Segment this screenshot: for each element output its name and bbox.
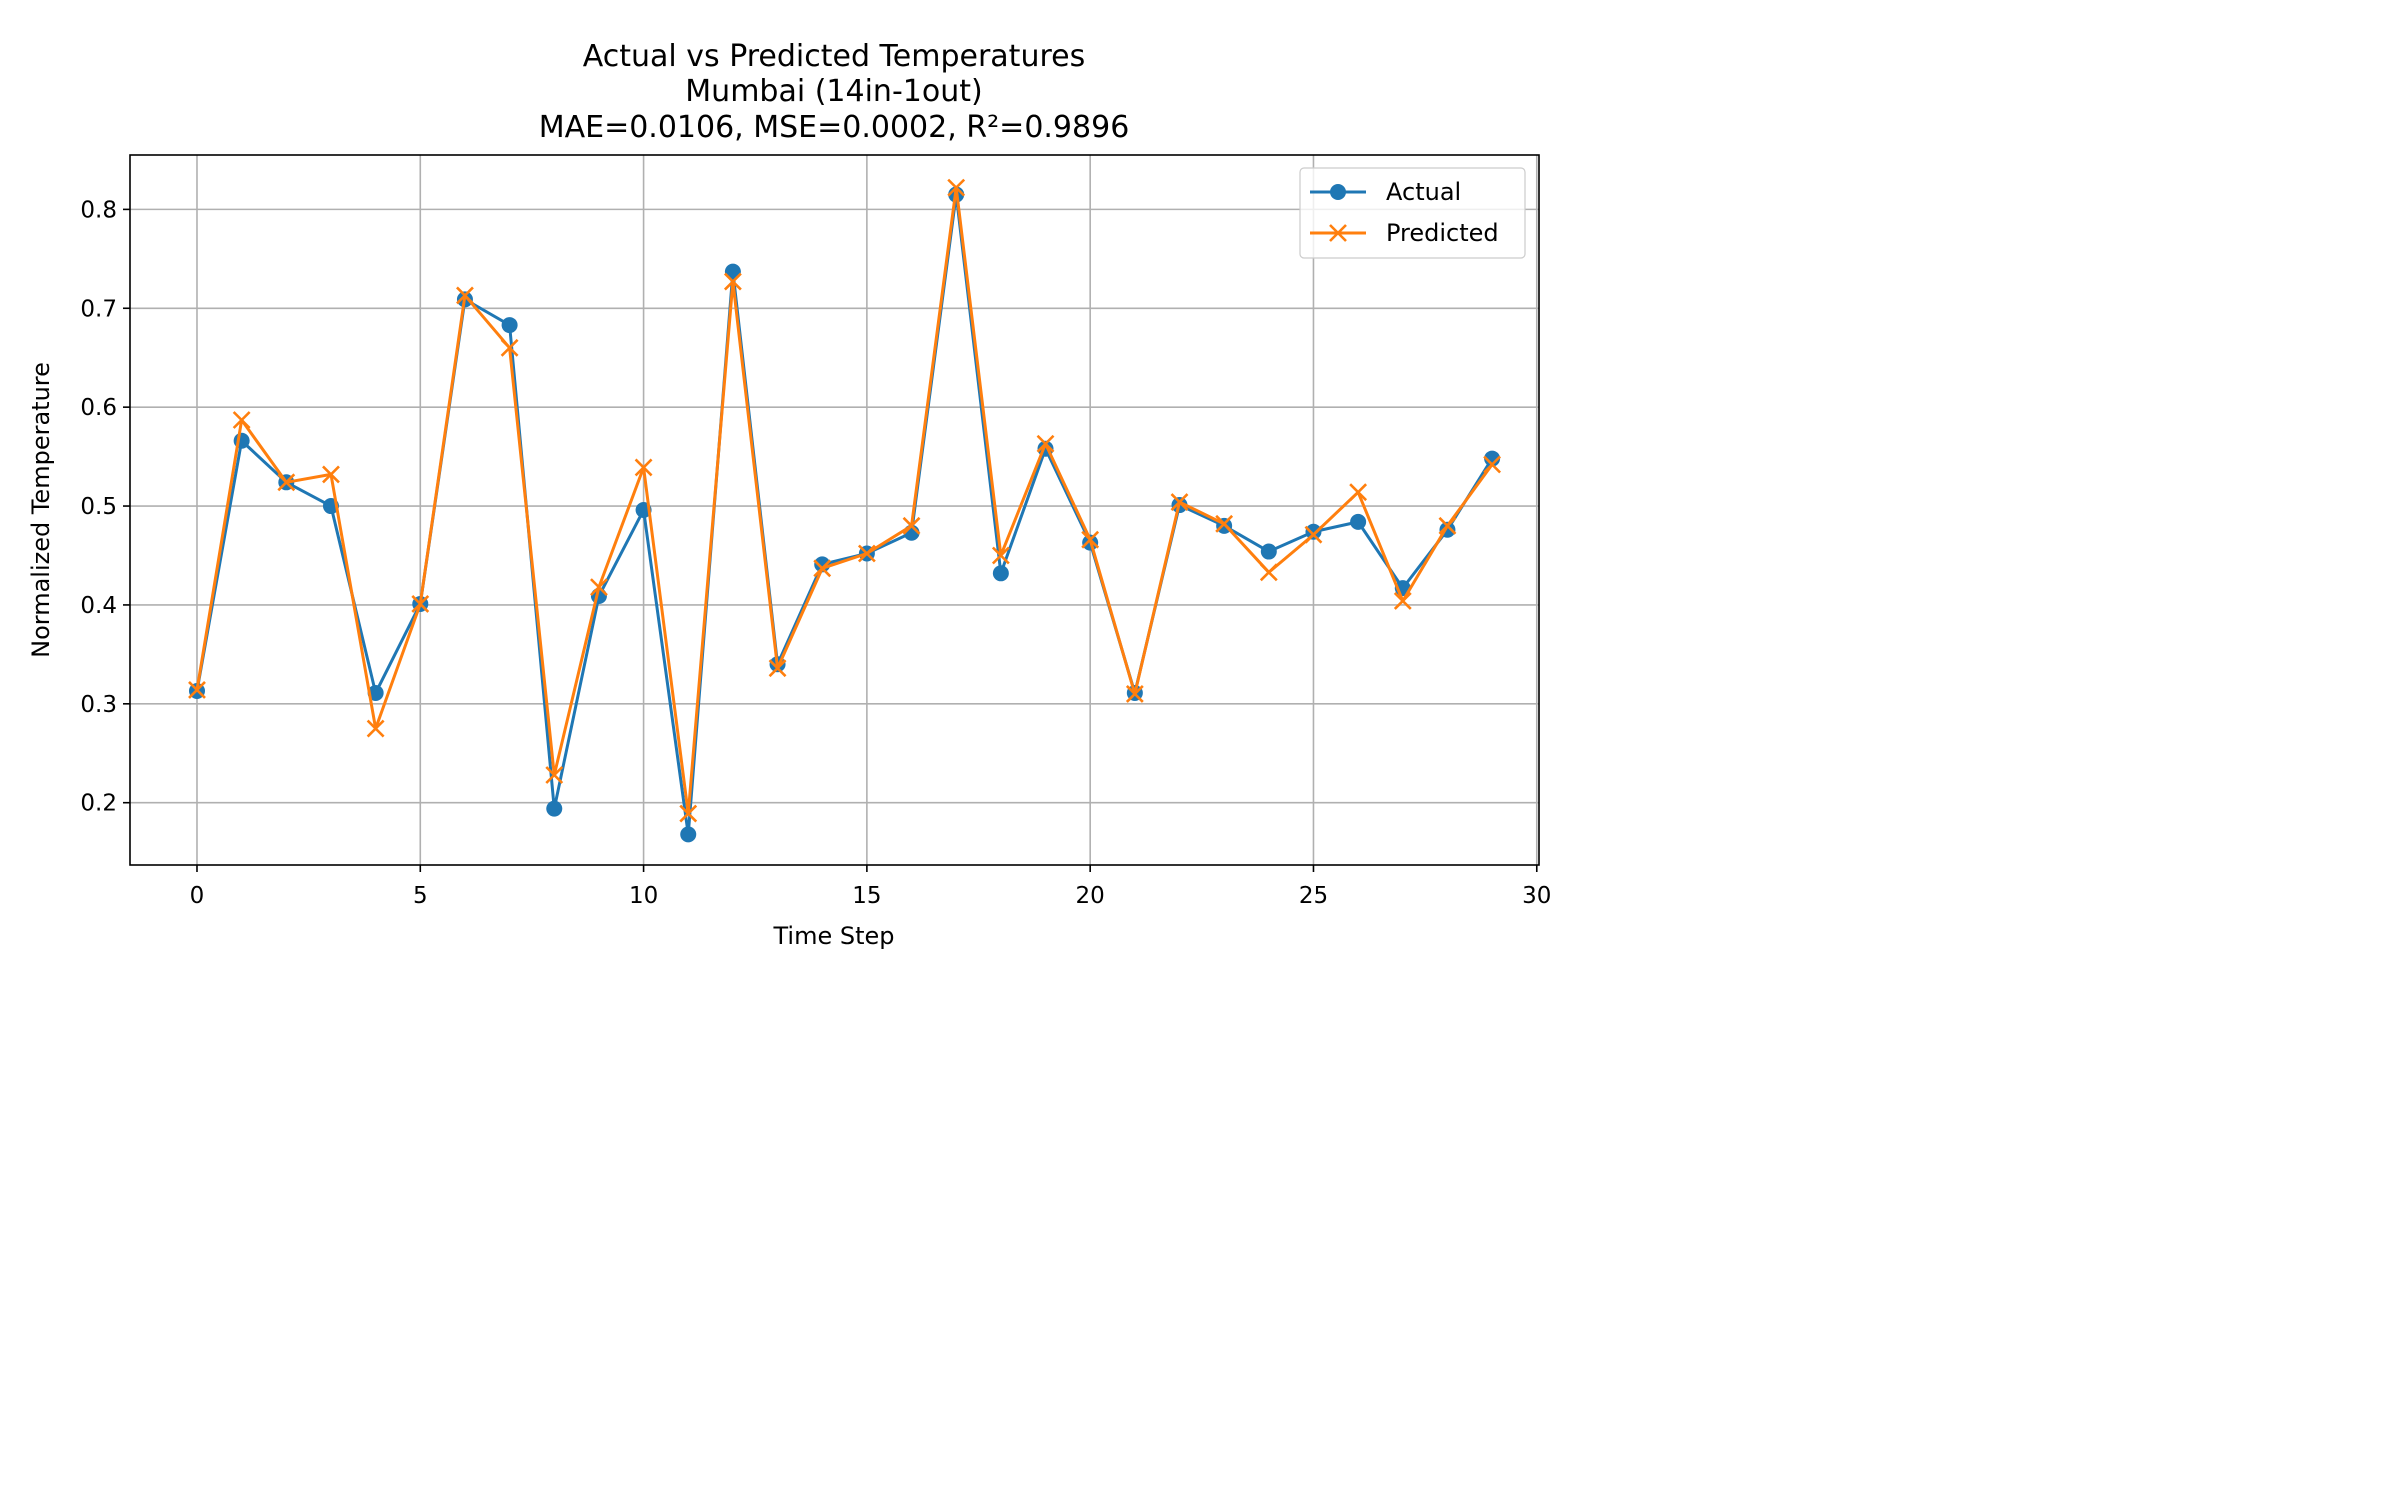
x-tick-label: 15 (852, 883, 881, 909)
x-tick-label: 5 (413, 883, 428, 909)
data-series (188, 178, 1502, 843)
predicted-point (1036, 434, 1055, 453)
predicted-point (1170, 493, 1189, 512)
legend-actual-label: Actual (1386, 178, 1461, 206)
chart-figure: 0 5 10 15 20 25 30 0.2 0.3 0.4 0.5 0.6 0.7 0.8 Actual… (0, 0, 1564, 978)
actual-series-line (195, 193, 1494, 836)
y-axis-label: Normalized Temperature (27, 362, 55, 658)
y-tick-label: 0.7 (80, 296, 117, 322)
predicted-point (857, 544, 876, 563)
predicted-point (813, 559, 832, 578)
y-tick-label: 0.2 (80, 791, 117, 817)
y-tick-label: 0.5 (80, 494, 117, 520)
chart-title: Actual vs Predicted Temperatures (583, 39, 1085, 74)
x-tick-label: 25 (1299, 883, 1328, 909)
predicted-point (947, 178, 966, 197)
y-tick-label: 0.3 (80, 692, 117, 718)
plot-frame (129, 154, 1540, 866)
legend-predicted-marker (1329, 224, 1347, 242)
legend-actual-marker (1330, 184, 1346, 200)
predicted-point (590, 578, 608, 597)
actual-point (724, 263, 741, 280)
predicted-point (679, 804, 698, 823)
predicted-point (634, 458, 653, 477)
actual-point (1305, 523, 1322, 540)
predicted-point (411, 595, 430, 613)
x-tick-label: 10 (629, 883, 658, 909)
predicted-point (902, 516, 921, 535)
predicted-point (1349, 483, 1368, 502)
plot-area-background (130, 155, 1539, 865)
predicted-point (188, 681, 206, 699)
actual-point (501, 317, 518, 334)
x-axis-label: Time Step (772, 922, 894, 950)
y-tick-label: 0.6 (80, 395, 117, 421)
predicted-point (277, 473, 296, 492)
predicted-point (366, 719, 385, 738)
x-tick-label: 30 (1522, 883, 1551, 909)
x-tick-label: 0 (190, 883, 205, 909)
predicted-point (1125, 685, 1144, 703)
predicted-point (1259, 563, 1278, 582)
predicted-point (545, 766, 564, 784)
y-tick-label: 0.4 (80, 593, 117, 619)
y-tick-label: 0.8 (80, 197, 117, 223)
predicted-point (1438, 516, 1457, 535)
actual-point (367, 684, 384, 701)
actual-point (1260, 543, 1277, 560)
actual-point (1484, 450, 1501, 467)
x-tick-label: 20 (1076, 883, 1105, 909)
predicted-point (1081, 530, 1100, 549)
actual-point (546, 800, 563, 817)
actual-point (992, 565, 1009, 582)
predicted-point (1304, 525, 1323, 544)
predicted-point (1215, 514, 1234, 533)
predicted-point (500, 338, 519, 357)
chart-metrics: MAE=0.0106, MSE=0.0002, R²=0.9896 (539, 110, 1130, 145)
predicted-point (768, 659, 787, 678)
chart-subtitle: Mumbai (14in-1out) (685, 74, 982, 109)
predicted-point (232, 411, 251, 429)
predicted-point (456, 286, 474, 305)
axis-ticks: 0 5 10 15 20 25 30 0.2 0.3 0.4 0.5 0.6 0.7 0.8 (80, 197, 1551, 909)
predicted-point (991, 546, 1010, 565)
predicted-point (1483, 455, 1502, 474)
predicted-point (723, 272, 742, 291)
actual-point (1350, 513, 1367, 530)
predicted-point (322, 465, 340, 484)
predicted-point (1393, 592, 1412, 610)
legend: Actual Predicted (1299, 167, 1526, 259)
actual-point (680, 826, 697, 843)
legend-predicted-label: Predicted (1386, 219, 1499, 247)
